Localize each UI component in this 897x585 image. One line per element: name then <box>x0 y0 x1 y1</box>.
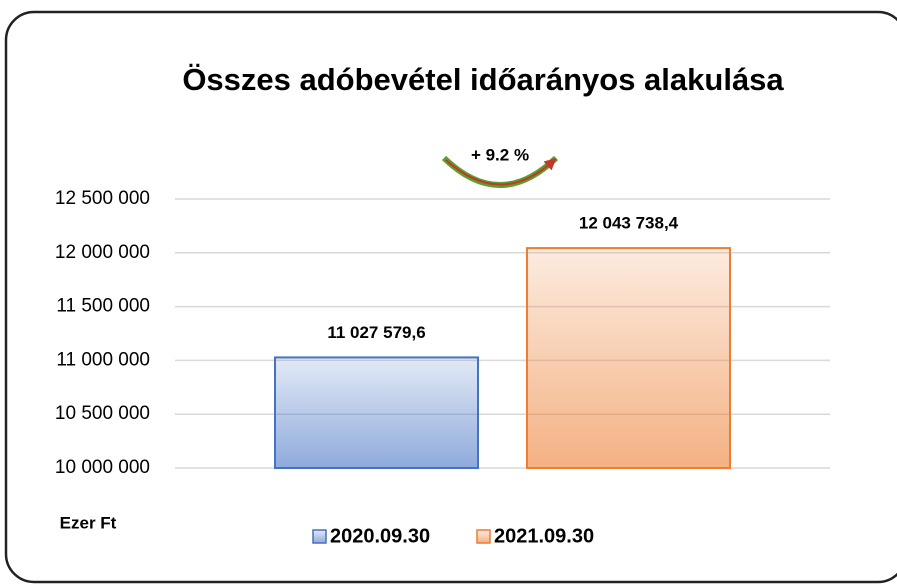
y-tick-label: 10 000 000 <box>55 457 150 478</box>
bar <box>274 356 479 469</box>
value-label: 12 043 738,4 <box>579 214 679 233</box>
y-tick-label: 12 500 000 <box>55 188 150 209</box>
legend-swatch <box>312 529 327 544</box>
y-tick-label: 10 500 000 <box>55 403 150 424</box>
legend-swatch <box>476 529 491 544</box>
y-axis-label: Ezer Ft <box>60 513 117 532</box>
legend-label: 2020.09.30 <box>330 525 430 547</box>
arc-arrow-inner <box>445 158 557 186</box>
bar <box>526 247 731 469</box>
y-tick-label: 12 000 000 <box>55 242 150 263</box>
annotation: + 9.2 % <box>471 145 529 164</box>
y-tick-label: 11 000 000 <box>56 349 150 370</box>
value-label: 11 027 579,6 <box>327 323 425 342</box>
legend-label: 2021.09.30 <box>494 525 594 547</box>
frame <box>4 10 897 584</box>
y-tick-label: 11 500 000 <box>56 296 150 317</box>
chart-title: Összes adóbevétel időarányos alakulása <box>182 62 784 97</box>
